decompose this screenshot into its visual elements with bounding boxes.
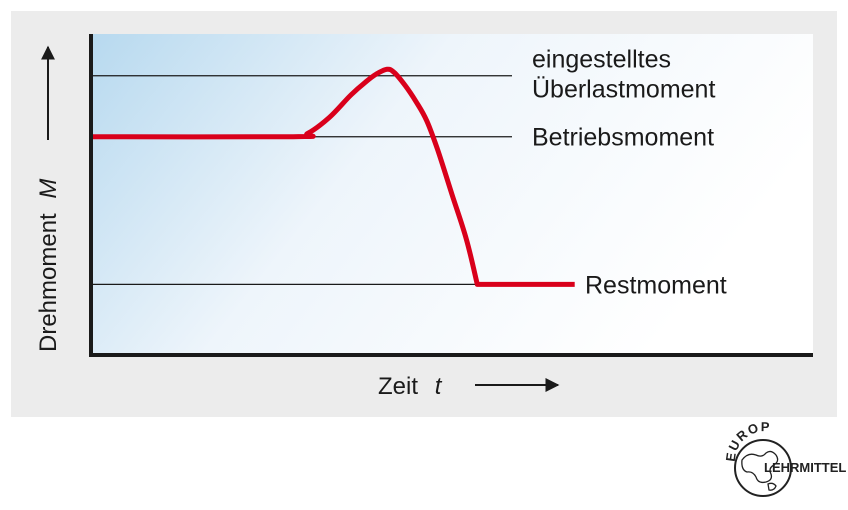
reference-label-0-1: Überlastmoment [532, 76, 715, 104]
reference-label-1-0: Betriebsmoment [532, 124, 714, 152]
reference-label-2-0: Restmoment [585, 271, 727, 299]
logo-right-text: LEHRMITTEL [764, 460, 846, 475]
x-axis-title: Zeit t [378, 373, 560, 400]
globe-continents [741, 450, 779, 491]
x-axis-symbol: t [435, 373, 443, 400]
torque-curve [90, 66, 575, 287]
reference-label-0-0: eingestelltes [532, 46, 671, 74]
x-axis-label: Zeit [378, 373, 418, 400]
svg-text:Zeit t: Zeit t [378, 373, 443, 400]
svg-text:Drehmoment M: Drehmoment M [35, 179, 62, 352]
y-axis-title: Drehmoment M [35, 45, 62, 352]
y-axis-symbol: M [35, 179, 62, 199]
y-axis-label: Drehmoment [35, 213, 62, 352]
